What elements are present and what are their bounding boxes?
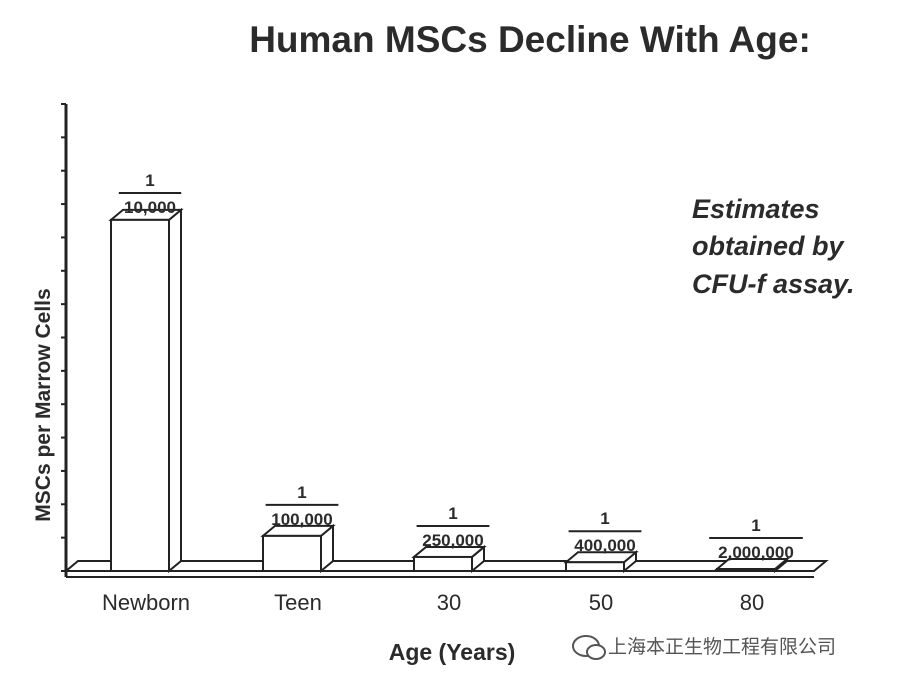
annotation: Estimates obtained by CFU-f assay. (692, 194, 855, 299)
value-label-3: 1 400,000 (568, 509, 642, 555)
bar-0 (108, 207, 184, 574)
bar-front (565, 561, 625, 572)
watermark-text: 上海本正生物工程有限公司 (608, 636, 836, 658)
value-label-0: 1 10,000 (118, 171, 182, 217)
value-label-numerator: 1 (145, 171, 154, 190)
x-tick-label: 80 (740, 590, 764, 615)
x-tick-label: 30 (437, 590, 461, 615)
value-label-denominator: 100,000 (271, 510, 332, 529)
x-tick-labels: Newborn Teen 30 50 80 (102, 590, 764, 615)
x-tick-label: Newborn (102, 590, 190, 615)
value-labels: 1 10,000 1 100,000 1 250,000 1 400,000 1 2,000,00… (118, 171, 803, 562)
value-label-1: 1 100,000 (265, 483, 339, 529)
annotation-line-3: CFU-f assay. (692, 269, 855, 299)
bar-side (168, 207, 182, 574)
bar-2 (411, 544, 487, 574)
annotation-line-2: obtained by (692, 231, 845, 261)
value-label-numerator: 1 (448, 504, 457, 523)
value-label-denominator: 2,000,000 (718, 543, 794, 562)
bar-1 (260, 523, 336, 574)
annotation-line-1: Estimates (692, 194, 820, 224)
y-axis-label: MSCs per Marrow Cells (32, 288, 55, 521)
x-tick-label: 50 (589, 590, 613, 615)
x-axis-label: Age (Years) (389, 639, 516, 665)
value-label-numerator: 1 (751, 516, 760, 535)
value-label-numerator: 1 (297, 483, 306, 502)
chat-bubble-icon (572, 635, 606, 660)
bars (108, 207, 790, 574)
bar-front (716, 568, 776, 572)
value-label-denominator: 400,000 (574, 536, 635, 555)
bar-front (110, 218, 170, 572)
value-label-numerator: 1 (600, 509, 609, 528)
bar-4 (714, 556, 790, 574)
value-label-denominator: 250,000 (422, 531, 483, 550)
bar-3 (563, 550, 639, 574)
chart-title: Human MSCs Decline With Age: (249, 19, 811, 60)
value-label-2: 1 250,000 (416, 504, 490, 550)
value-label-denominator: 10,000 (124, 198, 176, 217)
watermark: 上海本正生物工程有限公司 (572, 635, 836, 660)
value-label-4: 1 2,000,000 (709, 516, 803, 562)
x-tick-label: Teen (274, 590, 322, 615)
bar-front (413, 555, 473, 573)
bar-front (262, 534, 322, 572)
